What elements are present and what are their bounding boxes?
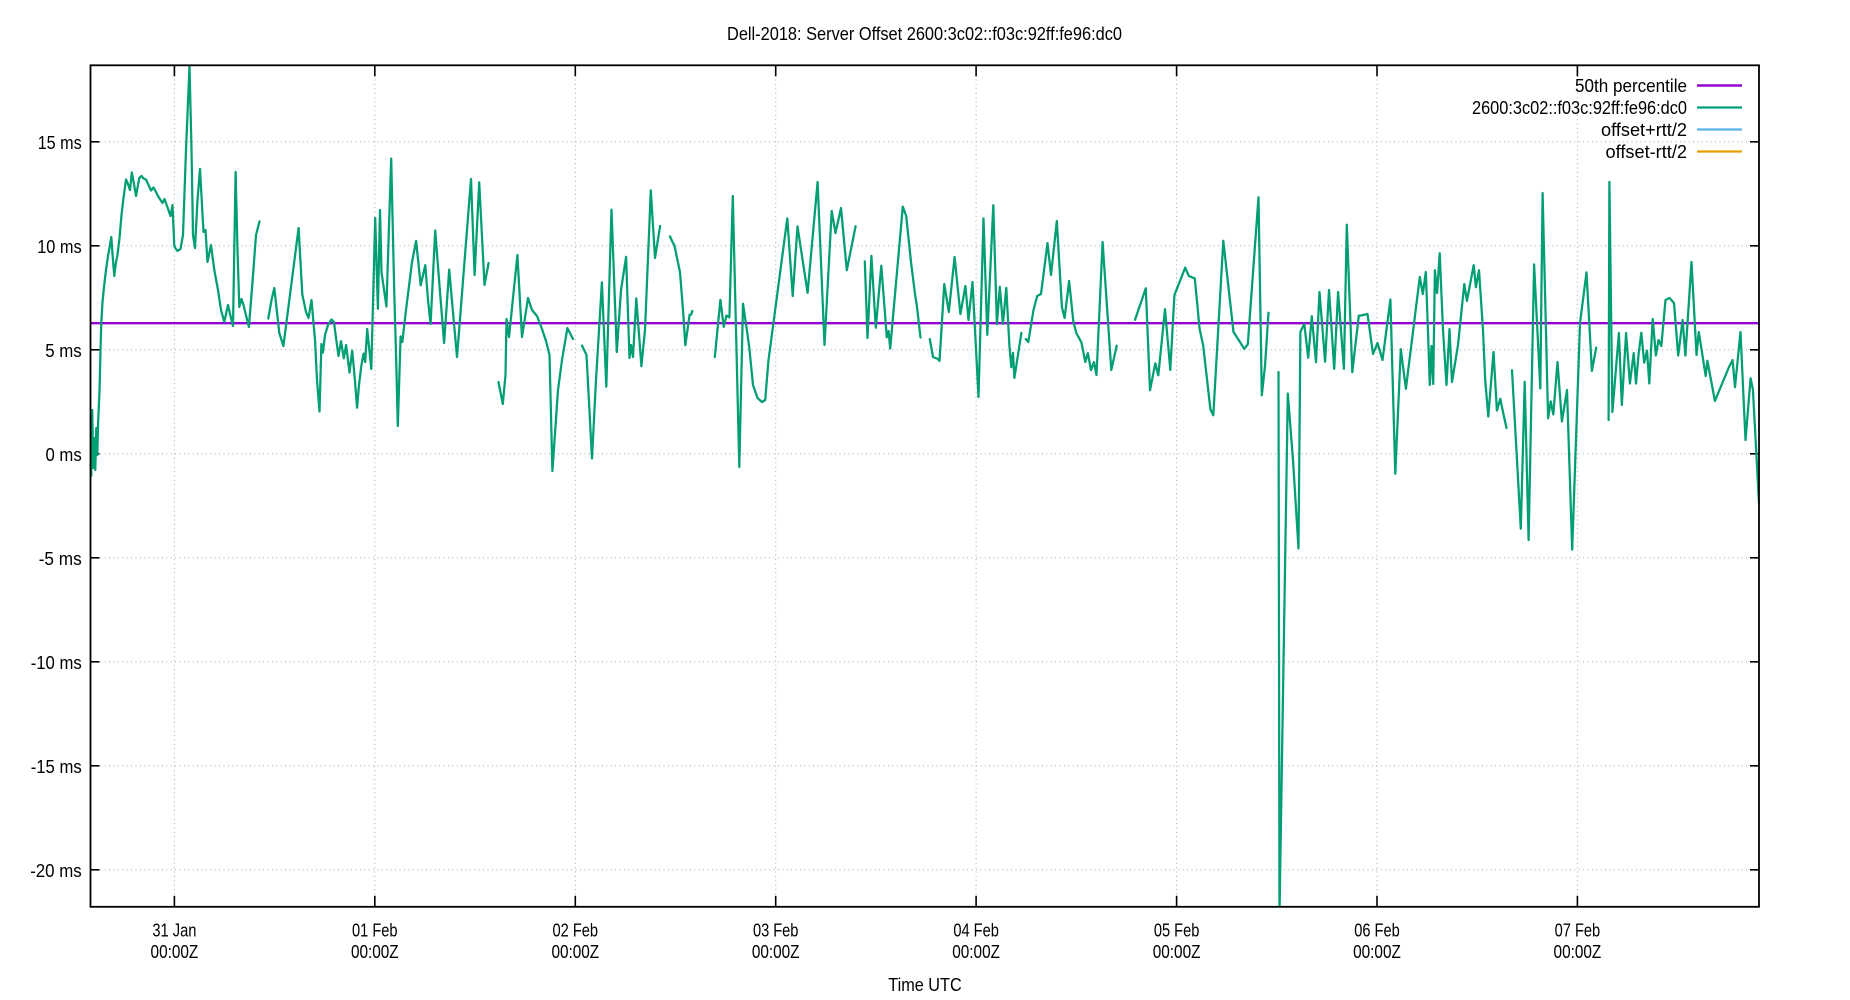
svg-text:50th percentile: 50th percentile [1575, 75, 1687, 96]
svg-text:06 Feb: 06 Feb [1354, 920, 1400, 941]
svg-text:00:00Z: 00:00Z [151, 941, 199, 962]
svg-text:-20 ms: -20 ms [30, 860, 82, 881]
svg-text:00:00Z: 00:00Z [1353, 941, 1401, 962]
svg-text:offset-rtt/2: offset-rtt/2 [1606, 141, 1688, 162]
svg-text:Time UTC: Time UTC [888, 974, 961, 995]
svg-text:offset+rtt/2: offset+rtt/2 [1601, 119, 1687, 140]
svg-text:Dell-2018: Server Offset 2600:: Dell-2018: Server Offset 2600:3c02::f03c… [727, 23, 1122, 44]
svg-text:00:00Z: 00:00Z [752, 941, 800, 962]
svg-text:31 Jan: 31 Jan [152, 920, 196, 941]
svg-text:00:00Z: 00:00Z [1554, 941, 1602, 962]
svg-text:2600:3c02::f03c:92ff:fe96:dc0: 2600:3c02::f03c:92ff:fe96:dc0 [1472, 97, 1687, 118]
svg-text:07 Feb: 07 Feb [1555, 920, 1601, 941]
svg-text:03 Feb: 03 Feb [753, 920, 799, 941]
svg-text:0 ms: 0 ms [46, 444, 82, 465]
svg-text:5 ms: 5 ms [45, 340, 82, 361]
svg-text:00:00Z: 00:00Z [952, 941, 1000, 962]
svg-text:00:00Z: 00:00Z [1153, 941, 1201, 962]
svg-text:10 ms: 10 ms [37, 236, 82, 257]
svg-text:15 ms: 15 ms [38, 132, 82, 153]
svg-text:-15 ms: -15 ms [31, 756, 82, 777]
svg-text:01 Feb: 01 Feb [352, 920, 398, 941]
svg-text:02 Feb: 02 Feb [553, 920, 599, 941]
svg-text:00:00Z: 00:00Z [551, 941, 599, 962]
svg-text:-5 ms: -5 ms [39, 548, 82, 569]
svg-text:04 Feb: 04 Feb [953, 920, 999, 941]
svg-text:05 Feb: 05 Feb [1154, 920, 1200, 941]
svg-text:00:00Z: 00:00Z [351, 941, 399, 962]
svg-text:-10 ms: -10 ms [31, 652, 82, 673]
